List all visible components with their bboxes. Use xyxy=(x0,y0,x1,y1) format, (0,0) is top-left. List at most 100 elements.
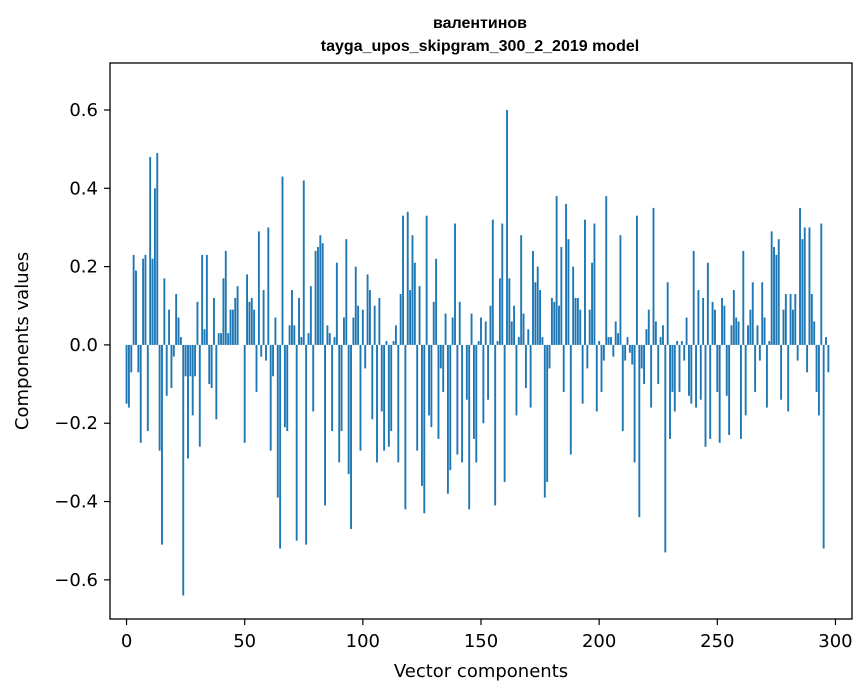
bar-285 xyxy=(799,207,801,345)
bar-214 xyxy=(631,344,634,365)
bar-235 xyxy=(680,341,683,345)
bar-69 xyxy=(288,325,291,345)
bar-88 xyxy=(333,337,336,345)
bar-113 xyxy=(392,341,395,345)
bar-233 xyxy=(676,341,679,345)
bar-83 xyxy=(321,243,324,345)
bar-208 xyxy=(617,333,619,345)
bar-211 xyxy=(624,344,627,361)
bar-237 xyxy=(685,317,688,345)
bar-293 xyxy=(817,344,820,416)
bar-110 xyxy=(385,341,388,345)
bar-99 xyxy=(359,344,362,451)
bar-74 xyxy=(300,337,303,345)
bar-34 xyxy=(205,254,208,345)
bar-191 xyxy=(576,297,579,345)
bar-141 xyxy=(458,301,461,345)
bar-154 xyxy=(489,305,492,345)
bar-194 xyxy=(584,219,586,345)
bar-22 xyxy=(177,317,180,345)
bar-87 xyxy=(331,344,334,432)
bar-156 xyxy=(494,344,497,506)
bar-51 xyxy=(246,274,248,345)
y-tick-label: −0.4 xyxy=(54,492,98,513)
bar-286 xyxy=(801,239,804,345)
bar-226 xyxy=(659,337,662,345)
bar-96 xyxy=(352,317,355,345)
bar-162 xyxy=(508,278,511,345)
x-tick-label: 150 xyxy=(464,631,498,652)
bar-76 xyxy=(305,344,308,545)
x-tick-label: 50 xyxy=(233,631,256,652)
x-tick-label: 100 xyxy=(346,631,380,652)
bar-58 xyxy=(262,290,265,345)
bar-59 xyxy=(265,344,267,361)
bar-172 xyxy=(532,250,534,345)
bar-37 xyxy=(213,297,215,345)
bar-146 xyxy=(470,313,473,345)
bar-220 xyxy=(645,329,648,345)
bar-91 xyxy=(340,344,343,432)
bar-190 xyxy=(574,297,577,345)
bar-244 xyxy=(702,297,705,345)
bar-227 xyxy=(662,325,664,345)
bar-126 xyxy=(423,344,426,514)
x-tick-label: 0 xyxy=(121,631,132,652)
bar-255 xyxy=(728,344,731,435)
bar-254 xyxy=(725,344,728,396)
bar-127 xyxy=(425,215,428,345)
bar-140 xyxy=(456,344,459,455)
bar-116 xyxy=(399,294,402,345)
bar-295 xyxy=(822,344,825,549)
bar-41 xyxy=(222,278,225,345)
bar-10 xyxy=(149,156,152,345)
bar-184 xyxy=(560,247,563,345)
bar-115 xyxy=(397,344,400,463)
bar-45 xyxy=(231,309,234,345)
bar-56 xyxy=(257,231,260,345)
bar-18 xyxy=(168,309,171,345)
bar-14 xyxy=(158,344,161,451)
bar-72 xyxy=(295,344,298,541)
chart-subtitle: tayga_upos_skipgram_300_2_2019 model xyxy=(321,38,639,55)
bar-81 xyxy=(317,247,319,345)
bar-8 xyxy=(144,254,147,345)
bar-27 xyxy=(189,344,192,377)
bar-212 xyxy=(626,337,629,345)
bar-280 xyxy=(787,344,790,412)
bar-9 xyxy=(146,344,149,432)
bar-216 xyxy=(636,215,638,345)
bar-130 xyxy=(432,301,435,345)
bar-120 xyxy=(409,290,412,345)
bar-288 xyxy=(806,344,809,373)
bar-294 xyxy=(820,223,823,345)
bar-270 xyxy=(763,317,766,345)
bar-188 xyxy=(569,344,572,455)
bar-192 xyxy=(579,309,582,345)
bar-238 xyxy=(688,344,690,396)
bar-25 xyxy=(184,344,187,377)
bar-215 xyxy=(633,344,636,463)
bar-193 xyxy=(581,344,584,404)
bar-75 xyxy=(302,180,305,345)
bar-138 xyxy=(451,317,454,345)
bar-164 xyxy=(513,305,516,345)
x-tick-label: 200 xyxy=(582,631,616,652)
bar-213 xyxy=(628,344,631,353)
bar-149 xyxy=(477,341,480,345)
bar-159 xyxy=(501,223,504,345)
bar-33 xyxy=(203,329,206,345)
bar-234 xyxy=(678,344,681,392)
bar-103 xyxy=(368,290,371,345)
bar-129 xyxy=(430,344,433,428)
bar-46 xyxy=(234,297,237,345)
bar-221 xyxy=(647,309,650,345)
bar-197 xyxy=(591,262,594,345)
bar-202 xyxy=(602,344,605,361)
bar-160 xyxy=(503,344,506,482)
bar-166 xyxy=(517,337,520,345)
bar-19 xyxy=(170,344,173,388)
bar-261 xyxy=(742,250,745,345)
